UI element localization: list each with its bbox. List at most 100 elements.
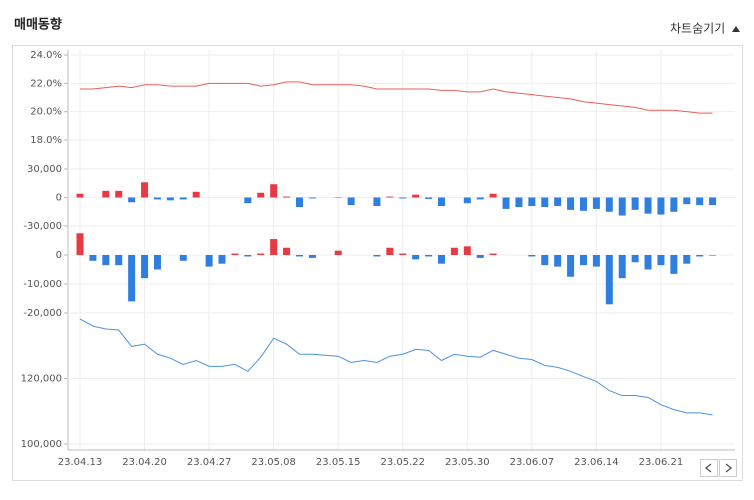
toggle-button[interactable]: 차트숨기기 [670, 22, 740, 36]
bar [425, 255, 432, 256]
bar [606, 255, 613, 304]
bar [283, 248, 290, 255]
bar [709, 255, 716, 256]
bar [593, 255, 600, 267]
bar [477, 255, 484, 258]
bar [386, 197, 393, 198]
y-tick-label: 30,000 [27, 164, 62, 175]
bar [399, 198, 406, 199]
bar [515, 198, 522, 208]
bar [580, 255, 587, 265]
bar [503, 198, 510, 209]
bar [657, 198, 664, 215]
y-tick-label: -30,000 [23, 221, 62, 232]
bar [528, 255, 535, 256]
bar [115, 191, 122, 198]
y-tick-label: 22.0% [30, 78, 62, 89]
toggle-label[interactable]: 차트숨기기 [670, 22, 725, 36]
bar [619, 198, 626, 216]
price-line [80, 319, 713, 415]
bar [632, 198, 639, 210]
bar [438, 198, 445, 207]
x-tick-label: 23.05.22 [380, 457, 425, 468]
bar [373, 198, 380, 207]
bar [257, 254, 264, 255]
bar [696, 198, 703, 206]
bar [528, 198, 535, 207]
bar [141, 182, 148, 197]
price-line [80, 82, 713, 113]
bar [554, 255, 561, 267]
bar [257, 193, 264, 198]
bar [231, 254, 238, 255]
bar [438, 255, 445, 264]
bar [89, 255, 96, 261]
bar [696, 255, 703, 256]
bar [102, 191, 109, 198]
bar [283, 197, 290, 198]
bar [348, 198, 355, 206]
bar [309, 198, 316, 199]
toggle-arrow[interactable] [732, 26, 740, 32]
bar [206, 255, 213, 267]
bar [670, 198, 677, 212]
bar [567, 198, 574, 210]
nav-next-box[interactable] [720, 460, 737, 477]
bar [645, 198, 652, 214]
y-tick-label: 120,000 [21, 374, 62, 385]
bar [244, 198, 251, 204]
bar [399, 254, 406, 255]
bar [167, 198, 174, 201]
bar [606, 198, 613, 212]
bar [102, 255, 109, 265]
x-tick-label: 23.06.14 [574, 457, 619, 468]
x-tick-label: 23.05.15 [316, 457, 361, 468]
x-tick-label: 23.04.13 [58, 457, 103, 468]
widget-title: 매매동향 [14, 17, 62, 33]
bar [683, 198, 690, 205]
bar [657, 255, 664, 265]
bar [128, 198, 135, 203]
bar [335, 251, 342, 255]
x-tick-label: 23.06.07 [510, 457, 555, 468]
bar [412, 195, 419, 198]
y-tick-label: -10,000 [23, 279, 62, 290]
bar [180, 198, 187, 200]
x-tick-label: 23.06.21 [639, 457, 684, 468]
bar [141, 255, 148, 278]
bar [425, 198, 432, 199]
bar [296, 255, 303, 256]
bar [219, 255, 226, 264]
y-tick-label: 18.0% [30, 135, 62, 146]
y-tick-label: 100,000 [21, 439, 62, 450]
bar [296, 198, 303, 208]
bar [709, 198, 716, 206]
bar [541, 255, 548, 265]
bar [309, 255, 316, 258]
bar [593, 198, 600, 209]
bar [270, 184, 277, 197]
bar [554, 198, 561, 207]
bar [451, 248, 458, 255]
bar [632, 255, 639, 262]
bar [567, 255, 574, 277]
plot: 24.0%22.0%20.0%18.0%30,0000-30,0000-10,0… [21, 50, 735, 468]
bar [154, 255, 161, 270]
bar [244, 255, 251, 256]
bar [77, 194, 84, 198]
bar [464, 198, 471, 204]
y-tick-label: 24.0% [30, 50, 62, 61]
bar [128, 255, 135, 301]
nav-prev-box[interactable] [701, 460, 718, 477]
y-tick-label: 0 [56, 193, 62, 204]
bar [619, 255, 626, 278]
bar [386, 248, 393, 255]
x-tick-label: 23.04.27 [187, 457, 232, 468]
bar [193, 192, 200, 198]
nav-next[interactable] [720, 460, 737, 477]
nav-prev[interactable] [701, 460, 718, 477]
x-tick-label: 23.05.30 [445, 457, 490, 468]
bar [180, 255, 187, 261]
bar [683, 255, 690, 264]
